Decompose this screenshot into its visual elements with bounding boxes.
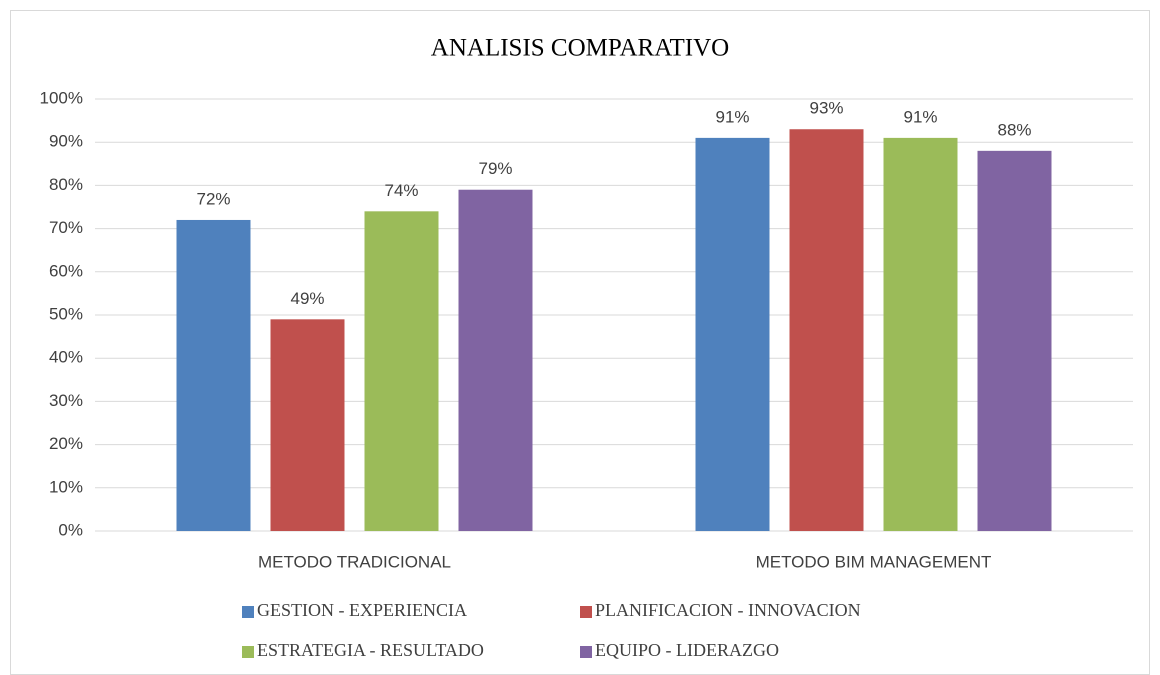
data-label: 91% [715, 107, 749, 126]
y-tick-label: 90% [49, 132, 83, 151]
data-label: 88% [997, 120, 1031, 139]
y-tick-label: 100% [40, 88, 83, 107]
y-tick-label: 30% [49, 391, 83, 410]
x-tick-label: METODO TRADICIONAL [258, 552, 451, 571]
bar [364, 211, 439, 531]
legend-swatch [580, 606, 592, 618]
y-tick-label: 70% [49, 218, 83, 237]
legend-swatch [580, 646, 592, 658]
data-label: 91% [903, 107, 937, 126]
chart-title: ANALISIS COMPARATIVO [431, 35, 729, 62]
bar [458, 189, 533, 531]
legend-label: ESTRATEGIA - RESULTADO [257, 640, 484, 660]
x-tick-label: METODO BIM MANAGEMENT [756, 552, 992, 571]
legend-swatch [242, 606, 254, 618]
y-tick-label: 50% [49, 304, 83, 323]
legend-label: EQUIPO - LIDERAZGO [595, 640, 779, 660]
bar [695, 137, 770, 531]
y-tick-label: 10% [49, 477, 83, 496]
bar [883, 137, 958, 531]
legend-swatch [242, 646, 254, 658]
bar [977, 150, 1052, 531]
bar [789, 129, 864, 532]
y-tick-label: 80% [49, 175, 83, 194]
y-tick-label: 20% [49, 434, 83, 453]
bar [176, 219, 251, 531]
y-tick-label: 0% [58, 520, 83, 539]
data-label: 72% [196, 189, 230, 208]
data-label: 93% [809, 99, 843, 118]
legend-label: PLANIFICACION - INNOVACION [595, 600, 861, 620]
data-label: 79% [478, 159, 512, 178]
bar [270, 319, 345, 531]
y-tick-label: 60% [49, 261, 83, 280]
y-tick-label: 40% [49, 348, 83, 367]
data-label: 74% [384, 181, 418, 200]
data-label: 49% [290, 289, 324, 308]
legend-label: GESTION - EXPERIENCIA [257, 600, 467, 620]
